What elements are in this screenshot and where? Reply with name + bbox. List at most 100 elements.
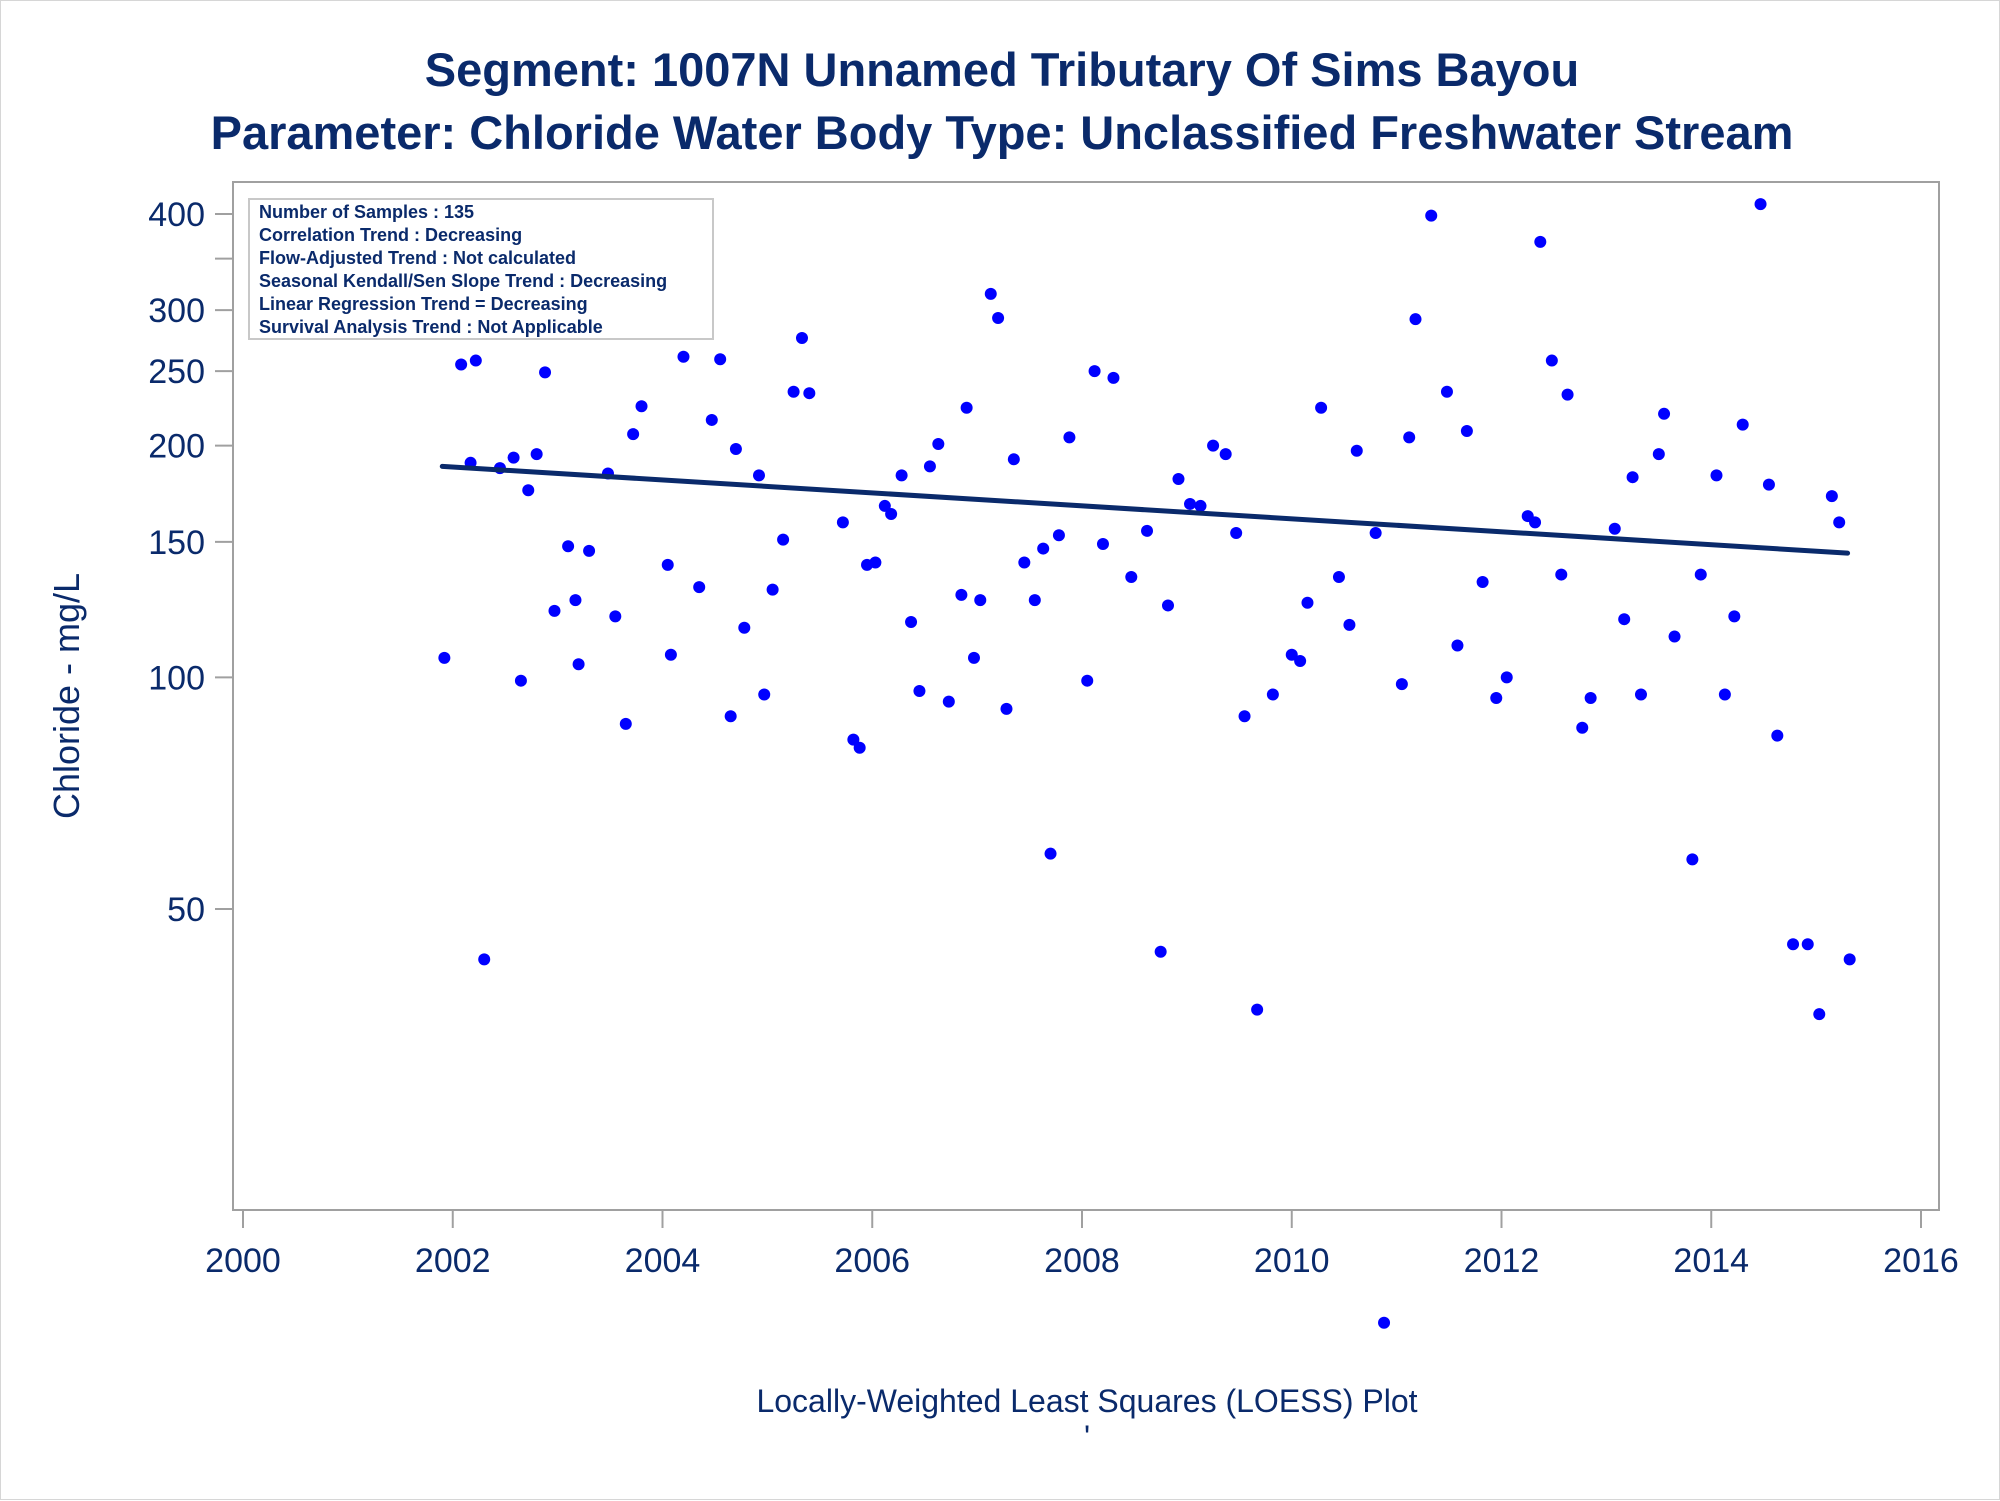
data-point — [539, 366, 552, 379]
data-point — [1833, 516, 1846, 529]
data-point — [766, 583, 779, 596]
y-axis-label: Chloride - mg/L — [46, 573, 87, 819]
data-point — [984, 287, 997, 300]
stats-line-seasonal-kendall: Seasonal Kendall/Sen Slope Trend : Decre… — [259, 271, 667, 291]
x-axis: 2000 2002 2004 2006 2008 2010 2012 2014 2016 — [205, 1210, 1959, 1280]
data-point — [1451, 639, 1464, 652]
data-point — [885, 508, 898, 521]
data-point — [522, 484, 535, 497]
data-point — [1500, 671, 1513, 684]
data-point — [1534, 235, 1547, 248]
stats-line-linear-regression: Linear Regression Trend = Decreasing — [259, 294, 588, 314]
data-point — [1843, 953, 1856, 966]
stats-annotation-box — [248, 198, 714, 340]
data-point — [729, 443, 742, 456]
x-tick-label: 2012 — [1464, 1242, 1540, 1280]
data-point — [1184, 497, 1197, 510]
data-point — [1658, 407, 1671, 420]
data-point — [1440, 385, 1453, 398]
data-point — [714, 353, 727, 366]
stats-line-correlation: Correlation Trend : Decreasing — [259, 225, 522, 245]
data-point — [1251, 1003, 1264, 1016]
data-point — [1801, 938, 1814, 951]
chart-subtitle: Parameter: Chloride Water Body Type: Unc… — [211, 106, 1794, 159]
data-point — [677, 350, 690, 363]
data-point — [1825, 490, 1838, 503]
data-point — [992, 312, 1005, 325]
data-point — [1350, 444, 1363, 457]
data-point — [1771, 729, 1784, 742]
data-point — [1618, 613, 1631, 626]
data-point — [635, 400, 648, 413]
data-point — [1378, 1316, 1391, 1329]
data-point — [1476, 576, 1489, 589]
data-point — [1172, 473, 1185, 486]
data-point — [1403, 431, 1416, 444]
data-point — [1584, 692, 1597, 705]
data-point — [1194, 499, 1207, 512]
data-point — [923, 460, 936, 473]
data-point — [1545, 354, 1558, 367]
data-point — [1063, 431, 1076, 444]
data-point — [1787, 938, 1800, 951]
data-point — [1561, 388, 1574, 401]
y-tick-label: 400 — [148, 196, 205, 234]
data-point — [913, 684, 926, 697]
stats-annotation: Number of Samples : 135 Correlation Tren… — [248, 198, 714, 340]
data-point — [619, 717, 632, 730]
data-point — [1425, 209, 1438, 222]
data-point — [1141, 524, 1154, 537]
stats-line-survival-analysis: Survival Analysis Trend : Not Applicable — [259, 317, 603, 337]
data-point — [693, 581, 706, 594]
y-tick-label: 150 — [148, 524, 205, 562]
data-point — [1736, 418, 1749, 431]
data-point — [1230, 527, 1243, 540]
data-point — [1096, 538, 1109, 551]
data-point — [478, 953, 491, 966]
data-point — [1107, 371, 1120, 384]
data-point — [1718, 688, 1731, 701]
y-tick-label: 300 — [148, 292, 205, 330]
data-point — [627, 428, 640, 441]
data-point — [1576, 721, 1589, 734]
data-point — [1460, 424, 1473, 437]
data-point — [1634, 688, 1647, 701]
data-point — [1266, 688, 1279, 701]
y-tick-label: 100 — [148, 659, 205, 697]
data-point — [1668, 630, 1681, 643]
data-point — [967, 651, 980, 664]
data-point — [1490, 692, 1503, 705]
data-point — [738, 621, 751, 634]
x-tick-label: 2008 — [1044, 1242, 1120, 1280]
data-point — [1007, 453, 1020, 466]
data-point — [836, 516, 849, 529]
data-point — [905, 616, 918, 629]
x-tick-label: 2010 — [1254, 1242, 1330, 1280]
data-point — [1207, 439, 1220, 452]
data-point — [1694, 568, 1707, 581]
x-tick-label: 2006 — [834, 1242, 910, 1280]
data-point — [847, 733, 860, 746]
x-tick-label: 2004 — [625, 1242, 701, 1280]
data-point — [869, 556, 882, 569]
data-point — [1762, 478, 1775, 491]
data-point — [1052, 529, 1065, 542]
x-tick-label: 2016 — [1883, 1242, 1959, 1280]
data-point — [1081, 674, 1094, 687]
data-point — [1409, 313, 1422, 326]
data-point — [1018, 556, 1031, 569]
data-point — [960, 401, 973, 414]
data-point — [583, 544, 596, 557]
data-point — [1037, 542, 1050, 555]
data-point — [1161, 599, 1174, 612]
data-point — [752, 469, 765, 482]
data-point — [455, 358, 468, 371]
data-point — [803, 387, 816, 400]
data-point — [1369, 527, 1382, 540]
chart-title: Segment: 1007N Unnamed Tributary Of Sims… — [425, 43, 1579, 96]
data-point — [1686, 853, 1699, 866]
data-point — [1315, 401, 1328, 414]
data-point — [1028, 594, 1041, 607]
data-point — [795, 332, 808, 345]
